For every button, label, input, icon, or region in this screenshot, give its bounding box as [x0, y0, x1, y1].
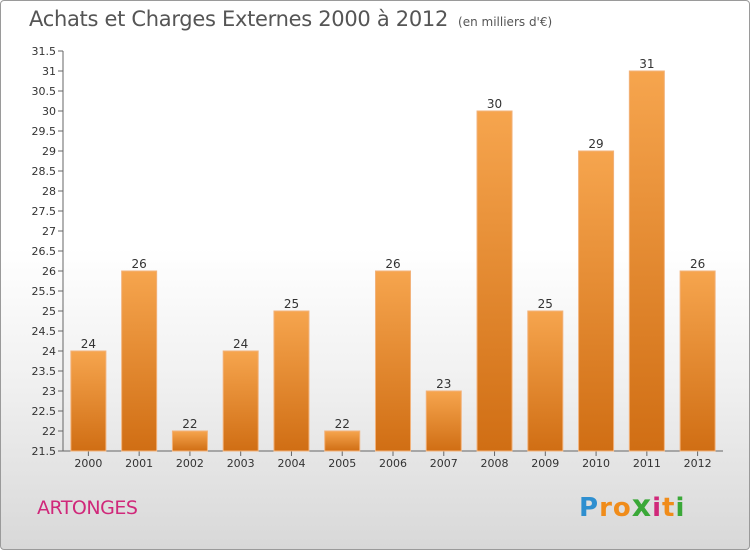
- logo-letter: i: [675, 493, 686, 523]
- x-tick-label: 2008: [481, 457, 509, 470]
- logo-letter: i: [652, 493, 663, 523]
- bar-2012[interactable]: [679, 270, 716, 452]
- x-tick-label: 2001: [125, 457, 153, 470]
- bar-2001[interactable]: [121, 270, 158, 452]
- y-tick-label: 27: [42, 225, 56, 238]
- value-label-2012: 26: [690, 257, 705, 271]
- y-tick-label: 28.5: [32, 165, 57, 178]
- y-tick-label: 29.5: [32, 125, 57, 138]
- logo-letter: o: [612, 493, 632, 523]
- bar-2010[interactable]: [578, 150, 615, 452]
- value-label-2001: 26: [132, 257, 147, 271]
- x-tick-label: 2009: [531, 457, 559, 470]
- value-label-2009: 25: [538, 297, 553, 311]
- x-tick-label: 2004: [277, 457, 305, 470]
- x-tick-label: 2007: [430, 457, 458, 470]
- y-tick-label: 30.5: [32, 85, 57, 98]
- y-tick-label: 25: [42, 305, 56, 318]
- y-axis: 21.5 22 22.5 23 23.5 24 24.5 25 25.5 26 26.5 27 27.5…: [32, 45, 64, 458]
- y-tick-label: 28: [42, 185, 56, 198]
- logo-letter: t: [662, 493, 676, 523]
- y-tick-label: 24: [42, 345, 56, 358]
- x-tick-label: 2006: [379, 457, 407, 470]
- chart-title: Achats et Charges Externes 2000 à 2012 (e…: [29, 7, 552, 31]
- y-tick-label: 23.5: [32, 365, 57, 378]
- bars-group: [70, 70, 716, 452]
- x-axis: 2000 2001 2002 2003 2004 2005 2006 2007 2008 2009…: [63, 450, 723, 470]
- commune-name: ARTONGES: [37, 497, 138, 519]
- logo-letter: P: [579, 493, 600, 523]
- value-label-2005: 22: [335, 417, 350, 431]
- bar-2006[interactable]: [375, 270, 411, 452]
- x-tick-label: 2012: [684, 457, 712, 470]
- value-label-2000: 24: [81, 337, 96, 351]
- y-tick-label: 23: [42, 385, 56, 398]
- y-tick-label: 24.5: [32, 325, 57, 338]
- y-tick-label: 29: [42, 145, 56, 158]
- y-tick-label: 26.5: [32, 245, 57, 258]
- value-label-2004: 25: [284, 297, 299, 311]
- logo-letter: x: [631, 489, 653, 524]
- y-tick-label: 25.5: [32, 285, 57, 298]
- y-tick-label: 30: [42, 105, 56, 118]
- bar-2009[interactable]: [527, 310, 564, 452]
- y-tick-label: 26: [42, 265, 56, 278]
- bar-2011[interactable]: [628, 70, 665, 452]
- y-tick-label: 21.5: [32, 445, 57, 458]
- bar-2008[interactable]: [476, 110, 513, 452]
- bar-2003[interactable]: [222, 350, 259, 452]
- value-label-2011: 31: [639, 57, 654, 71]
- y-tick-label: 31: [42, 65, 56, 78]
- x-tick-label: 2005: [328, 457, 356, 470]
- value-label-2010: 29: [588, 137, 603, 151]
- logo-letter: r: [599, 493, 613, 523]
- proxiti-logo[interactable]: Proxiti: [579, 489, 685, 524]
- x-tick-label: 2011: [633, 457, 661, 470]
- x-tick-label: 2003: [227, 457, 255, 470]
- bar-2000[interactable]: [70, 350, 107, 452]
- bar-2007[interactable]: [425, 390, 462, 452]
- value-label-2002: 22: [182, 417, 197, 431]
- chart-subtitle: (en milliers d'€): [458, 15, 553, 29]
- y-tick-label: 31.5: [32, 45, 57, 58]
- value-label-2008: 30: [487, 97, 502, 111]
- bar-2002[interactable]: [171, 430, 208, 452]
- chart-title-text: Achats et Charges Externes 2000 à 2012: [29, 7, 449, 31]
- x-tick-label: 2000: [74, 457, 102, 470]
- value-labels-group: 24 26 22 24 25 22 26 23 30 25 29 31 26: [81, 57, 706, 431]
- y-tick-label: 27.5: [32, 205, 57, 218]
- bar-2005[interactable]: [324, 430, 361, 452]
- y-tick-label: 22: [42, 425, 56, 438]
- x-tick-label: 2010: [582, 457, 610, 470]
- x-tick-label: 2002: [176, 457, 204, 470]
- bar-2004[interactable]: [273, 310, 310, 452]
- y-tick-label: 22.5: [32, 405, 57, 418]
- value-label-2007: 23: [436, 377, 451, 391]
- value-label-2006: 26: [385, 257, 400, 271]
- value-label-2003: 24: [233, 337, 248, 351]
